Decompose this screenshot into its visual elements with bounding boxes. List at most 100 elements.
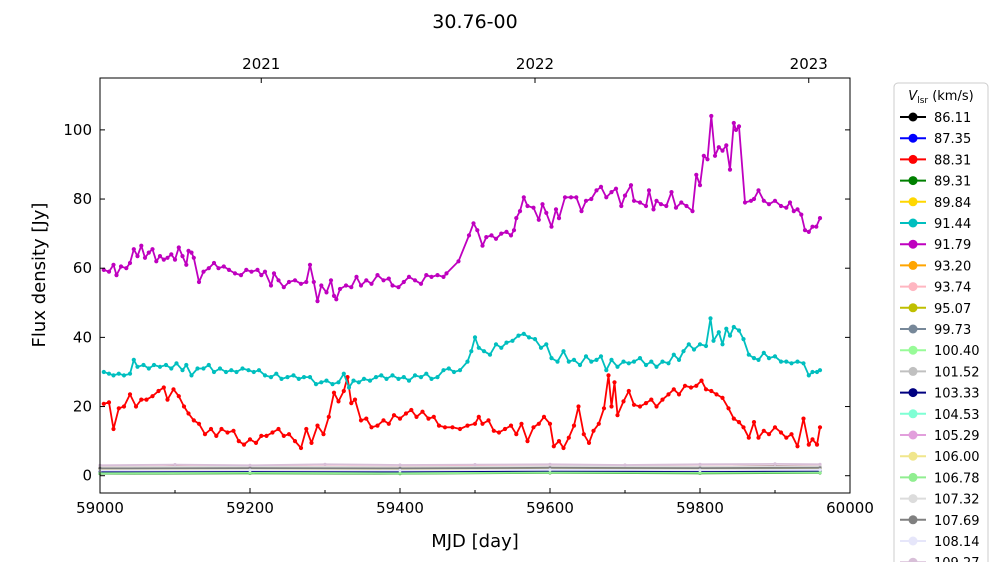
data-point xyxy=(101,369,106,375)
data-point xyxy=(521,195,526,200)
data-point xyxy=(406,274,412,279)
data-point xyxy=(480,421,485,426)
data-point xyxy=(268,283,274,288)
data-point xyxy=(726,406,731,411)
data-point xyxy=(814,224,819,229)
data-point xyxy=(106,371,112,376)
data-point xyxy=(502,426,508,432)
data-point xyxy=(331,390,337,395)
data-point xyxy=(236,439,241,444)
data-point xyxy=(319,283,324,288)
data-point xyxy=(341,371,346,376)
data-point xyxy=(799,212,804,217)
data-point xyxy=(315,423,320,428)
data-point xyxy=(566,435,571,440)
data-point xyxy=(643,401,649,406)
data-point xyxy=(426,416,431,421)
data-point xyxy=(157,254,163,259)
data-point xyxy=(161,385,166,390)
series-106.78 xyxy=(98,471,822,475)
data-point xyxy=(361,376,367,381)
legend-item: 91.79 xyxy=(900,238,971,253)
data-point xyxy=(787,200,793,205)
data-point xyxy=(544,342,549,347)
data-point xyxy=(111,262,116,267)
data-point xyxy=(201,269,206,274)
data-point xyxy=(751,196,757,202)
data-point xyxy=(270,430,275,435)
data-point xyxy=(223,369,229,375)
data-point xyxy=(766,356,772,361)
data-point xyxy=(476,414,481,419)
data-point xyxy=(202,432,208,437)
data-point xyxy=(116,406,121,411)
legend-marker xyxy=(908,133,918,143)
data-point xyxy=(698,462,702,466)
data-point xyxy=(476,345,481,350)
data-point xyxy=(818,471,822,475)
data-point xyxy=(111,426,116,432)
series-line xyxy=(99,471,821,475)
data-point xyxy=(540,202,545,207)
data-point xyxy=(694,172,699,177)
data-point xyxy=(229,368,234,373)
data-point xyxy=(716,145,721,150)
data-point xyxy=(271,271,277,276)
legend-item: 99.73 xyxy=(900,323,971,338)
data-point xyxy=(259,433,264,438)
data-point xyxy=(116,371,121,376)
legend-label: 99.73 xyxy=(934,323,971,338)
data-point xyxy=(491,428,496,433)
data-point xyxy=(211,260,217,266)
data-point xyxy=(386,421,391,426)
data-point xyxy=(398,468,402,473)
data-point xyxy=(424,371,429,376)
legend-label: 87.35 xyxy=(934,132,971,147)
data-point xyxy=(514,216,519,221)
data-point xyxy=(583,354,589,359)
data-point xyxy=(121,373,127,378)
plot-series-group xyxy=(98,113,823,476)
data-point xyxy=(746,435,751,440)
legend-marker xyxy=(908,260,918,270)
legend-label: 106.78 xyxy=(934,471,980,486)
data-point xyxy=(315,299,320,304)
data-point xyxy=(457,426,463,432)
data-point xyxy=(761,350,766,355)
data-point xyxy=(101,267,106,272)
series-line xyxy=(99,468,821,472)
data-point xyxy=(541,414,547,419)
axes-group: 59000 59200 59400 59600 59800 60000 0 20 40 60 80 1… xyxy=(63,55,874,517)
data-point xyxy=(133,404,139,409)
data-point xyxy=(450,425,455,430)
data-point xyxy=(456,259,461,264)
data-point xyxy=(244,267,249,272)
data-point xyxy=(556,439,562,444)
data-point xyxy=(356,380,361,385)
data-point xyxy=(538,345,544,350)
data-point xyxy=(396,285,401,290)
data-point xyxy=(381,278,386,283)
data-point xyxy=(619,203,624,209)
data-point xyxy=(298,281,304,286)
data-point xyxy=(174,361,179,366)
data-point xyxy=(742,200,748,205)
data-point xyxy=(751,420,757,425)
legend-label: 86.11 xyxy=(934,111,971,126)
series-91.79 xyxy=(101,113,823,304)
data-point xyxy=(131,247,136,252)
legend-marker xyxy=(908,154,918,164)
data-point xyxy=(351,378,356,383)
data-point xyxy=(281,433,286,438)
data-point xyxy=(379,373,384,378)
data-point xyxy=(358,283,364,288)
legend-marker xyxy=(908,388,918,398)
data-point xyxy=(654,404,659,409)
data-point xyxy=(778,203,784,209)
data-point xyxy=(127,371,133,376)
data-point xyxy=(367,378,373,383)
data-point xyxy=(756,188,761,193)
data-point xyxy=(598,184,604,189)
data-point xyxy=(660,359,665,364)
data-point xyxy=(195,366,200,371)
